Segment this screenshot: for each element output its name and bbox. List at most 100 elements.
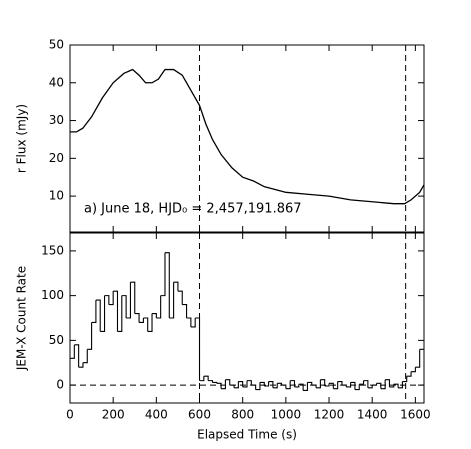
flux-line (70, 68, 425, 205)
count-bin (91, 300, 97, 324)
count-bin (126, 282, 131, 319)
x-tick-label: 1400 (357, 408, 388, 422)
count-bin (195, 317, 201, 381)
count-bin (281, 384, 287, 389)
count-bin (251, 384, 257, 390)
count-bin (238, 380, 244, 387)
count-bin (346, 382, 352, 388)
count-bin (329, 382, 334, 389)
count-bin (130, 281, 136, 314)
count-bin (108, 291, 114, 306)
count-bin (74, 344, 80, 368)
count-bin (259, 381, 265, 386)
x-tick-label: 200 (102, 408, 125, 422)
count-bin (147, 313, 153, 332)
count-bin (406, 371, 412, 377)
y-tick-label: 40 (49, 75, 64, 89)
count-bin (156, 295, 162, 319)
count-bin (190, 318, 196, 328)
count-bin (225, 379, 231, 386)
count-bin (411, 367, 416, 373)
count-bin (294, 384, 300, 388)
count-bin (152, 312, 157, 318)
count-bin (216, 382, 222, 389)
count-bin (268, 380, 274, 388)
y-tick-label: 30 (49, 113, 64, 127)
x-tick-label: 1200 (314, 408, 345, 422)
count-bin (78, 362, 84, 368)
count-bin (285, 380, 291, 390)
y-tick-label: 10 (49, 189, 64, 203)
count-bin (277, 382, 283, 386)
plot-frame (69, 232, 425, 404)
count-bin (182, 304, 188, 318)
annotation: a) June 18, HJD₀ = 2,457,191.867 (84, 202, 302, 217)
count-bin (70, 344, 75, 359)
count-bin (372, 383, 378, 386)
count-bin (376, 382, 382, 389)
count-bin (242, 380, 248, 388)
count-bin (173, 281, 179, 292)
y-tick-label: 20 (49, 151, 64, 165)
count-bin (186, 317, 192, 327)
count-bin (143, 317, 149, 332)
count-bin (389, 384, 395, 388)
count-bin (121, 295, 127, 318)
count-bin (95, 299, 101, 332)
count-bin (303, 382, 308, 392)
count-bin (199, 376, 205, 382)
x-tick-label: 0 (66, 408, 74, 422)
count-bin (212, 381, 218, 384)
count-bin (363, 380, 369, 388)
count-bin (229, 384, 235, 388)
count-bin (203, 375, 209, 381)
count-bin (380, 379, 386, 390)
count-bin (298, 383, 304, 391)
count-bin (247, 380, 252, 386)
count-bin (87, 322, 93, 350)
count-bin (160, 252, 166, 297)
count-bin (164, 252, 170, 318)
count-bin (221, 379, 226, 390)
count-bin (393, 383, 399, 388)
x-tick-label: 800 (231, 408, 254, 422)
count-bin (359, 380, 365, 385)
x-tick-label: 1000 (271, 408, 302, 422)
count-bin (341, 384, 347, 387)
plot-frame (69, 44, 425, 233)
x-tick-label: 1600 (400, 408, 431, 422)
count-bin (100, 295, 106, 332)
count-bin (134, 312, 140, 323)
y-tick-label: 50 (49, 333, 64, 347)
x-tick-label: 400 (145, 408, 168, 422)
y-axis-label: r Flux (mJy) (15, 104, 29, 173)
x-tick-label: 600 (188, 408, 211, 422)
count-bin (316, 379, 321, 389)
count-bin (117, 295, 123, 332)
count-bin (82, 349, 88, 364)
count-bin (337, 380, 343, 386)
count-bin (264, 381, 270, 387)
x-axis-label: Elapsed Time (s) (197, 428, 297, 442)
count-bin (234, 381, 239, 389)
count-bin (402, 376, 408, 383)
count-bin (333, 381, 339, 390)
count-bin (169, 282, 175, 319)
y-tick-label: 50 (49, 38, 64, 52)
count-bin (367, 385, 373, 389)
count-bin (290, 380, 296, 387)
count-bin (320, 379, 326, 386)
count-bin (324, 383, 330, 387)
count-bin (350, 381, 356, 390)
count-bin (307, 381, 313, 386)
y-tick-label: 100 (41, 288, 64, 302)
count-bin (311, 384, 317, 388)
count-bin (177, 290, 183, 305)
count-bin (415, 349, 421, 368)
y-tick-label: 0 (56, 378, 64, 392)
count-bin (113, 290, 119, 332)
count-bin (354, 384, 360, 391)
count-bin (398, 381, 403, 389)
count-bin (139, 318, 144, 324)
